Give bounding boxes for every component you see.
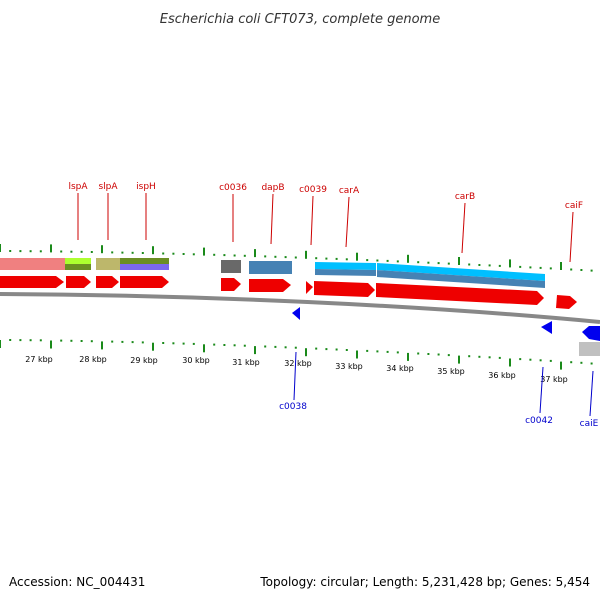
tick-label: 30 kbp [182, 356, 210, 365]
tick-label: 33 kbp [335, 362, 363, 371]
tick-label: 28 kbp [79, 355, 107, 364]
map-title: Escherichia coli CFT073, complete genome [160, 12, 440, 27]
label-leader-line [461, 202, 466, 254]
tick-label: 35 kbp [437, 367, 465, 376]
gene-label[interactable]: ispH [136, 182, 156, 192]
label-leader-line [539, 366, 544, 414]
forward-gene-arrow[interactable] [314, 281, 375, 297]
forward-gene-arrow[interactable] [249, 279, 291, 292]
gene-label[interactable]: carA [339, 186, 360, 196]
forward-gene-arrow[interactable] [96, 276, 119, 288]
reverse-gene-arrow[interactable] [541, 321, 552, 334]
forward-gene-arrow[interactable] [120, 276, 169, 288]
feature-bar[interactable] [377, 270, 545, 288]
feature-bar[interactable] [315, 269, 376, 276]
feature-bar[interactable] [65, 258, 91, 264]
feature-bar[interactable] [315, 262, 376, 270]
gene-label[interactable]: c0039 [299, 185, 327, 195]
lower-tick-track [0, 339, 593, 370]
forward-gene-arrow[interactable] [306, 281, 313, 294]
feature-track [0, 258, 545, 288]
label-leader-line [569, 211, 574, 263]
label-leader-line [589, 370, 594, 417]
tick-label: 34 kbp [386, 364, 414, 373]
label-leader-line [310, 195, 314, 246]
forward-gene-arrow[interactable] [556, 295, 577, 309]
tick-label: 31 kbp [232, 358, 260, 367]
feature-bar[interactable] [96, 258, 120, 270]
tick-label: 36 kbp [488, 371, 516, 380]
genome-summary-text: Topology: circular; Length: 5,231,428 bp… [259, 575, 590, 589]
label-leader-line [270, 193, 274, 245]
forward-gene-arrow[interactable] [66, 276, 91, 288]
feature-bar[interactable] [377, 263, 545, 281]
gene-label[interactable]: caiF [565, 201, 583, 211]
reverse-gene-arrow[interactable] [292, 307, 300, 320]
feature-bar[interactable] [249, 261, 292, 274]
gene-label[interactable]: lspA [68, 182, 88, 192]
forward-gene-arrow[interactable] [0, 276, 64, 288]
tick-label: 27 kbp [25, 355, 53, 364]
gene-label[interactable]: c0038 [279, 402, 307, 412]
feature-bar[interactable] [120, 258, 169, 264]
feature-bar[interactable] [579, 342, 600, 356]
tick-label: 29 kbp [130, 356, 158, 365]
tick-label: 37 kbp [540, 375, 568, 384]
label-leader-line [345, 196, 350, 248]
genome-backbone [0, 292, 600, 324]
reverse-gene-labels: c0038 c0042 caiE [279, 351, 599, 429]
gene-label[interactable]: caiE [580, 419, 599, 429]
reverse-gene-track [292, 307, 600, 356]
feature-bar[interactable] [65, 264, 91, 270]
feature-bar[interactable] [0, 258, 65, 270]
forward-gene-labels: lspA slpA ispH c0036 dapB c0039 carA car… [68, 182, 583, 263]
forward-gene-track [0, 276, 577, 309]
label-leader-line [293, 351, 297, 401]
reverse-gene-arrow[interactable] [582, 326, 600, 341]
accession-text: Accession: NC_004431 [9, 575, 145, 589]
feature-bar[interactable] [120, 264, 169, 270]
gene-label[interactable]: carB [455, 192, 475, 202]
upper-tick-track [0, 244, 593, 272]
forward-gene-arrow[interactable] [221, 278, 241, 291]
feature-bar[interactable] [221, 260, 241, 273]
tick-label: 32 kbp [284, 359, 312, 368]
gene-label[interactable]: dapB [261, 183, 284, 193]
gene-label[interactable]: slpA [98, 182, 118, 192]
gene-label[interactable]: c0036 [219, 183, 247, 193]
tick-labels: 27 kbp 28 kbp 29 kbp 30 kbp 31 kbp 32 kb… [25, 355, 568, 384]
forward-gene-arrow[interactable] [376, 283, 544, 305]
gene-label[interactable]: c0042 [525, 416, 553, 426]
